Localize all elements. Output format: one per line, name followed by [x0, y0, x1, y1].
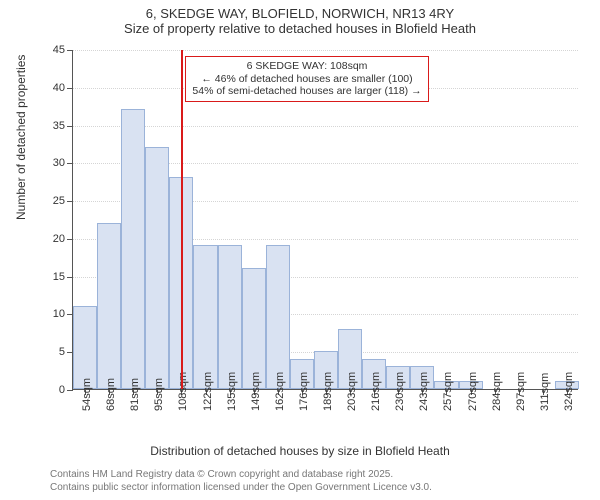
annotation-box: 6 SKEDGE WAY: 108sqm ← 46% of detached h…: [185, 56, 428, 102]
footnote-line2: Contains public sector information licen…: [50, 482, 432, 495]
x-tick-label: 81sqm: [129, 378, 141, 411]
x-tick-label: 189sqm: [322, 372, 334, 411]
x-tick-label: 230sqm: [394, 372, 406, 411]
y-tick-label: 15: [53, 271, 73, 283]
x-tick-label: 324sqm: [563, 372, 575, 411]
chart-wrap: 6 SKEDGE WAY: 108sqm ← 46% of detached h…: [48, 50, 578, 420]
y-tick-label: 35: [53, 120, 73, 132]
x-tick-label: 162sqm: [274, 372, 286, 411]
y-tick-label: 30: [53, 157, 73, 169]
histogram-bar: [266, 245, 290, 389]
x-tick-label: 243sqm: [418, 372, 430, 411]
x-tick-label: 95sqm: [153, 378, 165, 411]
histogram-bar: [242, 268, 266, 389]
x-tick-label: 284sqm: [491, 372, 503, 411]
annotation-line3: 54% of semi-detached houses are larger (…: [192, 85, 421, 98]
x-tick-label: 108sqm: [177, 372, 189, 411]
y-tick-label: 40: [53, 82, 73, 94]
y-tick-label: 45: [53, 44, 73, 56]
marker-line: [181, 50, 183, 389]
histogram-bar: [73, 306, 97, 389]
title-line1: 6, SKEDGE WAY, BLOFIELD, NORWICH, NR13 4…: [0, 6, 600, 21]
histogram-bar: [193, 245, 217, 389]
footnote-line1: Contains HM Land Registry data © Crown c…: [50, 469, 432, 482]
y-tick-label: 10: [53, 308, 73, 320]
gridline: [73, 50, 578, 51]
y-tick-label: 5: [59, 346, 73, 358]
histogram-bar: [121, 109, 145, 389]
y-tick-label: 0: [59, 384, 73, 396]
chart-container: 6, SKEDGE WAY, BLOFIELD, NORWICH, NR13 4…: [0, 0, 600, 500]
x-tick-label: 68sqm: [105, 378, 117, 411]
x-tick-label: 176sqm: [298, 372, 310, 411]
histogram-bar: [218, 245, 242, 389]
y-tick-label: 25: [53, 195, 73, 207]
x-tick-label: 257sqm: [442, 372, 454, 411]
histogram-bar: [145, 147, 169, 389]
x-axis-label: Distribution of detached houses by size …: [0, 444, 600, 458]
y-tick-label: 20: [53, 233, 73, 245]
title-line2: Size of property relative to detached ho…: [0, 21, 600, 36]
x-tick-label: 149sqm: [250, 372, 262, 411]
plot-area: 6 SKEDGE WAY: 108sqm ← 46% of detached h…: [72, 50, 578, 390]
x-tick-label: 135sqm: [226, 372, 238, 411]
x-tick-label: 297sqm: [515, 372, 527, 411]
x-tick-label: 311sqm: [539, 373, 551, 411]
y-axis-label: Number of detached properties: [14, 55, 28, 220]
x-tick-label: 54sqm: [81, 378, 93, 411]
x-tick-label: 216sqm: [370, 372, 382, 411]
annotation-line1: 6 SKEDGE WAY: 108sqm: [192, 60, 421, 73]
title-block: 6, SKEDGE WAY, BLOFIELD, NORWICH, NR13 4…: [0, 0, 600, 36]
x-tick-label: 203sqm: [346, 372, 358, 411]
histogram-bar: [97, 223, 121, 389]
x-tick-label: 270sqm: [467, 372, 479, 411]
gridline: [73, 126, 578, 127]
annotation-line2: ← 46% of detached houses are smaller (10…: [192, 73, 421, 86]
x-tick-label: 122sqm: [202, 372, 214, 411]
footnote: Contains HM Land Registry data © Crown c…: [50, 469, 432, 494]
